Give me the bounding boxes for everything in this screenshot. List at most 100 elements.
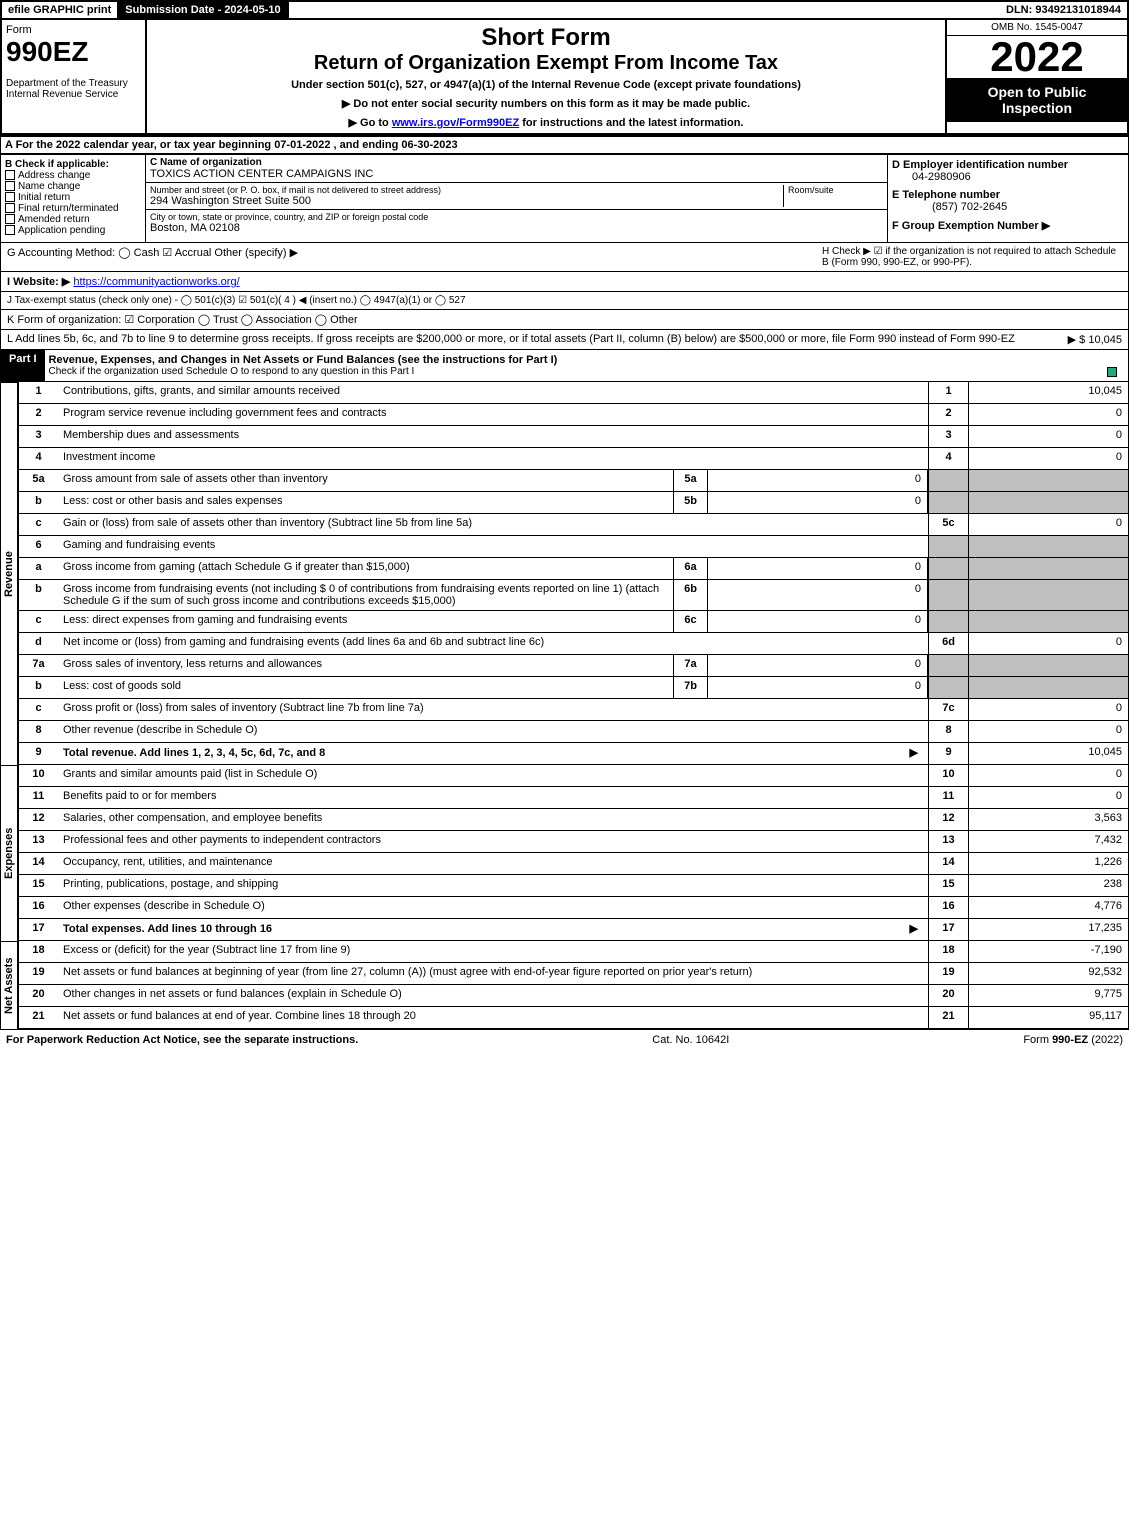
line-7a-col-grey xyxy=(928,655,968,676)
line-b-val-grey xyxy=(968,580,1128,610)
line-17-text: Total expenses. Add lines 10 through 16▶ xyxy=(59,919,928,940)
line-a-num: a xyxy=(19,558,59,579)
cb-name[interactable]: Name change xyxy=(5,181,141,192)
line-3-num: 3 xyxy=(19,426,59,447)
line-10: 10Grants and similar amounts paid (list … xyxy=(18,765,1129,787)
line-c-text: Gross profit or (loss) from sales of inv… xyxy=(59,699,928,720)
line-18-val: -7,190 xyxy=(968,941,1128,962)
line-c-num: c xyxy=(19,611,59,632)
line-1-col: 1 xyxy=(928,382,968,403)
line-12-val: 3,563 xyxy=(968,809,1128,830)
line-21-val: 95,117 xyxy=(968,1007,1128,1028)
line-9-text: Total revenue. Add lines 1, 2, 3, 4, 5c,… xyxy=(59,743,928,764)
line-3-col: 3 xyxy=(928,426,968,447)
line-9-col: 9 xyxy=(928,743,968,764)
line-c-text: Less: direct expenses from gaming and fu… xyxy=(59,611,673,632)
line-8-val: 0 xyxy=(968,721,1128,742)
cb-initial[interactable]: Initial return xyxy=(5,192,141,203)
line-6: 6Gaming and fundraising events xyxy=(18,536,1129,558)
line-13-val: 7,432 xyxy=(968,831,1128,852)
line-17-col: 17 xyxy=(928,919,968,940)
line-1-num: 1 xyxy=(19,382,59,403)
irs: Internal Revenue Service xyxy=(6,89,141,100)
line-14: 14Occupancy, rent, utilities, and mainte… xyxy=(18,853,1129,875)
cb-final[interactable]: Final return/terminated xyxy=(5,203,141,214)
row-i: I Website: ▶ https://communityactionwork… xyxy=(0,272,1129,292)
line-15-num: 15 xyxy=(19,875,59,896)
line-16: 16Other expenses (describe in Schedule O… xyxy=(18,897,1129,919)
form-number: 990EZ xyxy=(6,36,141,68)
line-c: cLess: direct expenses from gaming and f… xyxy=(18,611,1129,633)
line-c-text: Gain or (loss) from sale of assets other… xyxy=(59,514,928,535)
org-city: Boston, MA 02108 xyxy=(150,222,883,234)
part-1-header: Part I Revenue, Expenses, and Changes in… xyxy=(0,350,1129,382)
line-11: 11Benefits paid to or for members110 xyxy=(18,787,1129,809)
line-5a-subval: 0 xyxy=(708,470,928,491)
irs-link[interactable]: www.irs.gov/Form990EZ xyxy=(392,117,519,129)
line-20-num: 20 xyxy=(19,985,59,1006)
line-d-col: 6d xyxy=(928,633,968,654)
line-8-num: 8 xyxy=(19,721,59,742)
form-word: Form xyxy=(6,24,141,36)
line-a-subcol: 6a xyxy=(673,558,708,579)
section-a: A For the 2022 calendar year, or tax yea… xyxy=(0,135,1129,154)
line-b-text: Less: cost or other basis and sales expe… xyxy=(59,492,673,513)
footer-right: Form 990-EZ (2022) xyxy=(1023,1034,1123,1046)
cb-address[interactable]: Address change xyxy=(5,170,141,181)
line-18: 18Excess or (deficit) for the year (Subt… xyxy=(18,941,1129,963)
line-5a-num: 5a xyxy=(19,470,59,491)
line-14-text: Occupancy, rent, utilities, and maintena… xyxy=(59,853,928,874)
line-a-col-grey xyxy=(928,558,968,579)
org-address: 294 Washington Street Suite 500 xyxy=(150,195,783,207)
line-8: 8Other revenue (describe in Schedule O)8… xyxy=(18,721,1129,743)
line-13-col: 13 xyxy=(928,831,968,852)
line-15-col: 15 xyxy=(928,875,968,896)
line-b-num: b xyxy=(19,677,59,698)
schedule-o-checkbox[interactable] xyxy=(1107,367,1117,377)
line-b-subval: 0 xyxy=(708,580,928,610)
line-7a-val-grey xyxy=(968,655,1128,676)
line-14-num: 14 xyxy=(19,853,59,874)
line-5a-col-grey xyxy=(928,470,968,491)
line-5a: 5aGross amount from sale of assets other… xyxy=(18,470,1129,492)
line-b-text: Gross income from fundraising events (no… xyxy=(59,580,673,610)
line-c-col: 7c xyxy=(928,699,968,720)
line-a-subval: 0 xyxy=(708,558,928,579)
line-5a-subcol: 5a xyxy=(673,470,708,491)
line-c-num: c xyxy=(19,699,59,720)
line-b-val-grey xyxy=(968,492,1128,513)
label-expenses: Expenses xyxy=(0,765,18,941)
line-b-col-grey xyxy=(928,580,968,610)
line-1-val: 10,045 xyxy=(968,382,1128,403)
line-c-num: c xyxy=(19,514,59,535)
line-2-text: Program service revenue including govern… xyxy=(59,404,928,425)
line-12-num: 12 xyxy=(19,809,59,830)
line-21-num: 21 xyxy=(19,1007,59,1028)
line-4-text: Investment income xyxy=(59,448,928,469)
line-5a-val-grey xyxy=(968,470,1128,491)
line-10-val: 0 xyxy=(968,765,1128,786)
line-4: 4Investment income40 xyxy=(18,448,1129,470)
line-a-text: Gross income from gaming (attach Schedul… xyxy=(59,558,673,579)
line-4-col: 4 xyxy=(928,448,968,469)
line-6-text: Gaming and fundraising events xyxy=(59,536,928,557)
line-5a-text: Gross amount from sale of assets other t… xyxy=(59,470,673,491)
line-21-col: 21 xyxy=(928,1007,968,1028)
cb-amended[interactable]: Amended return xyxy=(5,214,141,225)
top-bar: efile GRAPHIC print Submission Date - 20… xyxy=(0,0,1129,20)
f-label: F Group Exemption Number ▶ xyxy=(892,220,1050,232)
line-c-col: 5c xyxy=(928,514,968,535)
row-g-h: G Accounting Method: ◯ Cash ☑ Accrual Ot… xyxy=(0,243,1129,272)
cb-pending[interactable]: Application pending xyxy=(5,225,141,236)
line-20-val: 9,775 xyxy=(968,985,1128,1006)
line-10-col: 10 xyxy=(928,765,968,786)
line-1: 1Contributions, gifts, grants, and simil… xyxy=(18,382,1129,404)
line-15-val: 238 xyxy=(968,875,1128,896)
line-19-col: 19 xyxy=(928,963,968,984)
line-b-col-grey xyxy=(928,492,968,513)
line-18-col: 18 xyxy=(928,941,968,962)
line-4-num: 4 xyxy=(19,448,59,469)
addr-label: Number and street (or P. O. box, if mail… xyxy=(150,185,783,195)
website-link[interactable]: https://communityactionworks.org/ xyxy=(73,276,239,288)
line-14-col: 14 xyxy=(928,853,968,874)
